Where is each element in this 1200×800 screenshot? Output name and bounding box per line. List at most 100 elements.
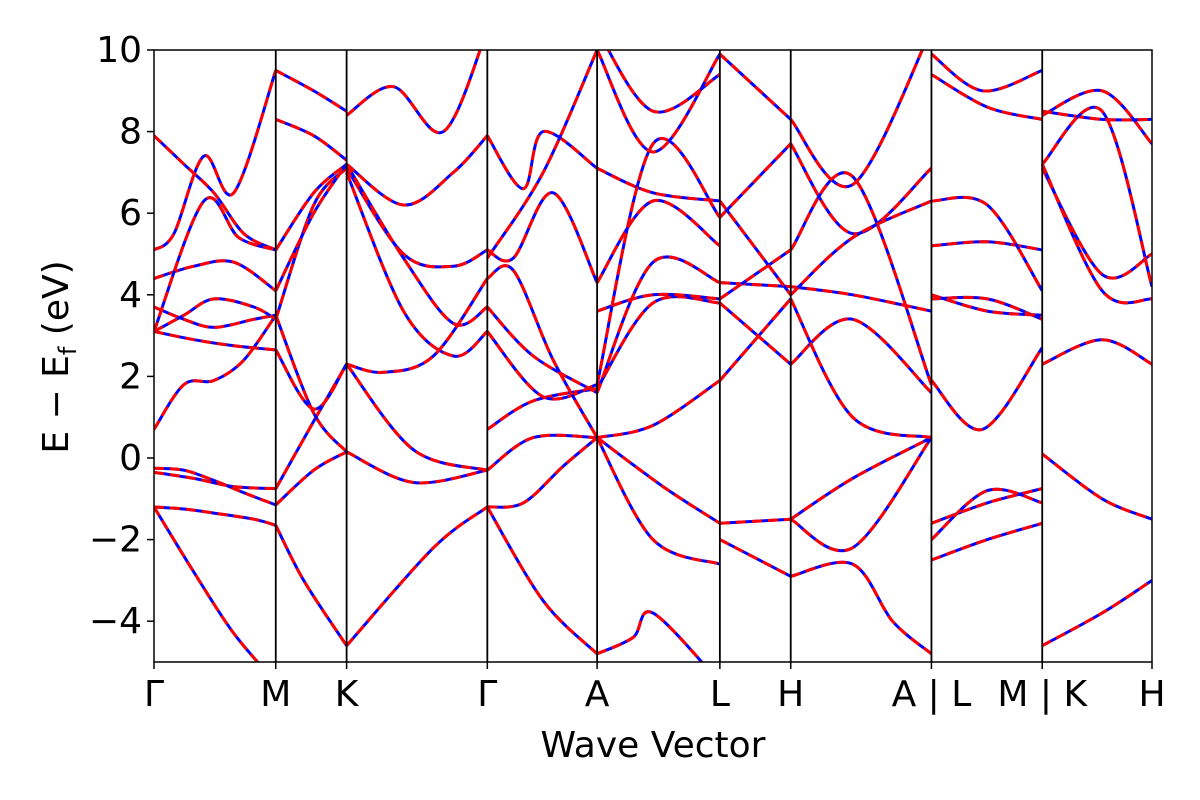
band-line-72-dashed (930, 487, 1043, 525)
band-line-69-solid (789, 142, 933, 236)
band-line-56-dashed (718, 301, 792, 366)
band-line-79-dashed (931, 195, 1044, 292)
band-line-2-dashed (345, 505, 489, 647)
band-line-89-solid (1041, 106, 1152, 288)
band-line-4-dashed (154, 466, 277, 507)
band-line-54-dashed (719, 538, 792, 578)
band-line-59-dashed (718, 142, 792, 219)
band-line-65-solid (789, 317, 933, 394)
band-line-44-dashed (596, 610, 704, 662)
band-line-78-dashed (931, 240, 1043, 252)
band-line-26-dashed (345, 167, 489, 269)
band-line-25-dashed (345, 134, 489, 207)
band-line-19-dashed (154, 69, 278, 252)
band-line-13-dashed (274, 349, 348, 411)
band-line-45-dashed (595, 295, 721, 390)
band-line-60-dashed (718, 200, 792, 296)
x-tick-label: L (710, 674, 730, 715)
band-line-68-dashed (789, 171, 933, 386)
band-line-64-solid (789, 436, 933, 553)
band-line-6-solid (274, 450, 348, 507)
y-axis-label-main: E − E (36, 355, 77, 454)
band-line-0-solid (154, 505, 277, 527)
band-line-15-dashed (154, 297, 277, 333)
band-line-10-solid (154, 314, 278, 431)
band-line-52-dashed (606, 50, 721, 114)
band-line-37-dashed (486, 264, 599, 439)
band-line-87-solid (1041, 88, 1152, 145)
band-line-2-solid (345, 505, 489, 647)
band-line-25-solid (345, 134, 489, 207)
band-line-13-solid (274, 349, 348, 411)
y-axis-label-subscript: f (54, 346, 82, 355)
band-line-58-dashed (719, 248, 792, 301)
band-line-36-solid (486, 305, 598, 395)
band-line-6-dashed (274, 450, 348, 507)
band-line-3-solid (154, 506, 260, 662)
x-tick-label: K (335, 674, 360, 715)
band-line-17-dashed (274, 163, 348, 292)
band-line-8-dashed (345, 450, 488, 485)
band-line-80-dashed (930, 73, 1043, 121)
band-line-39-dashed (486, 130, 598, 191)
band-line-68-solid (789, 171, 933, 386)
band-line-43-dashed (596, 436, 721, 525)
x-tick-label: M (260, 674, 291, 715)
band-line-9-solid (345, 363, 488, 472)
band-line-75-solid (930, 346, 1044, 432)
band-line-85-solid (1040, 167, 1152, 280)
band-line-75-dashed (930, 346, 1044, 432)
band-line-23-solid (275, 118, 348, 162)
x-tick-label: M | K (997, 674, 1088, 715)
x-tick-label: Γ (144, 674, 164, 715)
band-line-62-solid (789, 436, 933, 521)
x-tick-label: A | L (892, 674, 972, 715)
y-axis-ticks: −4 −2 0 2 4 6 8 10 (89, 30, 154, 642)
band-line-53-dashed (719, 517, 791, 525)
band-line-27-dashed (345, 171, 489, 358)
band-line-16-dashed (274, 167, 348, 320)
band-line-35-dashed (486, 330, 598, 401)
band-line-28-dashed (345, 163, 489, 327)
band-line-85-dashed (1040, 167, 1152, 280)
band-line-77-dashed (930, 293, 1043, 317)
band-line-32-dashed (487, 436, 599, 509)
x-tick-label: H (1138, 674, 1165, 715)
band-line-47-solid (595, 255, 721, 394)
x-axis-label: Wave Vector (541, 725, 766, 766)
band-line-49-dashed (596, 166, 721, 203)
band-line-3-dashed (154, 506, 260, 662)
band-line-41-dashed (595, 436, 721, 566)
band-line-23-dashed (275, 118, 348, 162)
band-line-31-dashed (486, 433, 598, 472)
band-line-18-dashed (154, 259, 277, 292)
band-line-35-solid (486, 330, 598, 401)
band-line-63-dashed (790, 560, 933, 655)
x-tick-label: A (585, 674, 610, 715)
x-tick-label: H (777, 674, 804, 715)
band-line-48-dashed (595, 199, 721, 284)
band-line-74-dashed (930, 521, 1043, 562)
band-line-82-solid (1041, 452, 1152, 521)
band-line-80-solid (930, 73, 1043, 121)
band-line-82-dashed (1041, 452, 1152, 521)
plot-frame (153, 49, 1153, 663)
band-line-33-solid (486, 506, 599, 655)
band-line-30-solid (345, 50, 482, 135)
band-line-1-solid (274, 524, 348, 647)
y-tick-label: −2 (89, 520, 142, 561)
y-tick-label: −4 (89, 601, 142, 642)
y-axis-label: E − Ef (eV) (36, 260, 82, 453)
band-line-52-solid (606, 50, 721, 114)
band-line-22-solid (154, 196, 277, 333)
band-line-41-solid (595, 436, 721, 566)
band-line-24-dashed (275, 69, 348, 113)
band-line-65-dashed (789, 317, 933, 394)
band-line-19-solid (154, 69, 278, 252)
x-axis-ticks: Γ M K Γ A L H A | L M | K H (144, 662, 1166, 715)
band-line-83-dashed (1041, 579, 1152, 648)
band-line-84-dashed (1041, 338, 1152, 366)
y-tick-label: 2 (119, 356, 142, 397)
band-line-73-dashed (930, 487, 1043, 541)
